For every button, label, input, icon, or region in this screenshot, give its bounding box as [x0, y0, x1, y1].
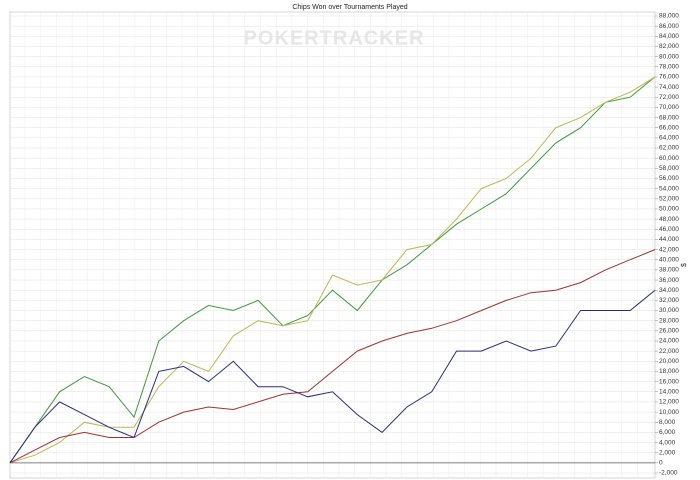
series-line	[9, 289, 656, 464]
y-tick-label: 72,000	[659, 94, 679, 101]
watermark: POKERTRACKER	[244, 27, 425, 49]
y-tick-label: 0	[659, 460, 663, 467]
y-tick-label: 78,000	[659, 63, 679, 70]
y-tick-label: 52,000	[659, 196, 679, 203]
y-tick-label: 36,000	[659, 277, 679, 284]
y-tick-label: 6,000	[659, 429, 676, 436]
y-tick-label: 40,000	[659, 256, 679, 263]
y-tick-label: 8,000	[659, 419, 676, 426]
y-tick-label: 76,000	[659, 74, 679, 81]
y-tick-label: 58,000	[659, 165, 679, 172]
y-tick-label: 30,000	[659, 307, 679, 314]
y-axis-label: $	[681, 263, 688, 267]
y-tick-label: 10,000	[659, 409, 679, 416]
chart-title: Chips Won over Tournaments Played	[292, 4, 407, 11]
y-tick-label: 28,000	[659, 317, 679, 324]
y-tick-label: 46,000	[659, 226, 679, 233]
y-tick-label: 14,000	[659, 388, 679, 395]
series-line	[9, 76, 656, 464]
y-tick-label: 34,000	[659, 287, 679, 294]
y-tick-label: 56,000	[659, 175, 679, 182]
y-tick-label: -2,000	[659, 470, 678, 477]
y-tick-label: 32,000	[659, 297, 679, 304]
y-tick-label: 88,000	[659, 13, 679, 20]
series-line	[9, 249, 656, 464]
y-tick-label: 38,000	[659, 267, 679, 274]
y-tick-label: 68,000	[659, 114, 679, 121]
y-tick-label: 42,000	[659, 246, 679, 253]
y-tick-label: 80,000	[659, 53, 679, 60]
y-tick-label: 54,000	[659, 185, 679, 192]
y-tick-label: 50,000	[659, 206, 679, 213]
y-tick-label: 60,000	[659, 155, 679, 162]
y-tick-label: 70,000	[659, 104, 679, 111]
y-tick-label: 84,000	[659, 33, 679, 40]
series-line	[9, 76, 656, 464]
y-tick-label: 64,000	[659, 135, 679, 142]
y-tick-label: 62,000	[659, 145, 679, 152]
plot-area	[9, 11, 656, 479]
y-tick-label: 2,000	[659, 449, 676, 456]
y-tick-label: 24,000	[659, 338, 679, 345]
y-tick-label: 4,000	[659, 439, 676, 446]
y-tick-label: 86,000	[659, 23, 679, 30]
y-tick-label: 66,000	[659, 124, 679, 131]
y-tick-label: 18,000	[659, 368, 679, 375]
y-tick-label: 74,000	[659, 84, 679, 91]
y-tick-label: 48,000	[659, 216, 679, 223]
y-tick-label: 12,000	[659, 399, 679, 406]
y-tick-label: 82,000	[659, 43, 679, 50]
y-tick-label: 22,000	[659, 348, 679, 355]
y-tick-label: 44,000	[659, 236, 679, 243]
y-tick-label: 20,000	[659, 358, 679, 365]
y-tick-label: 16,000	[659, 378, 679, 385]
y-tick-label: 26,000	[659, 328, 679, 335]
